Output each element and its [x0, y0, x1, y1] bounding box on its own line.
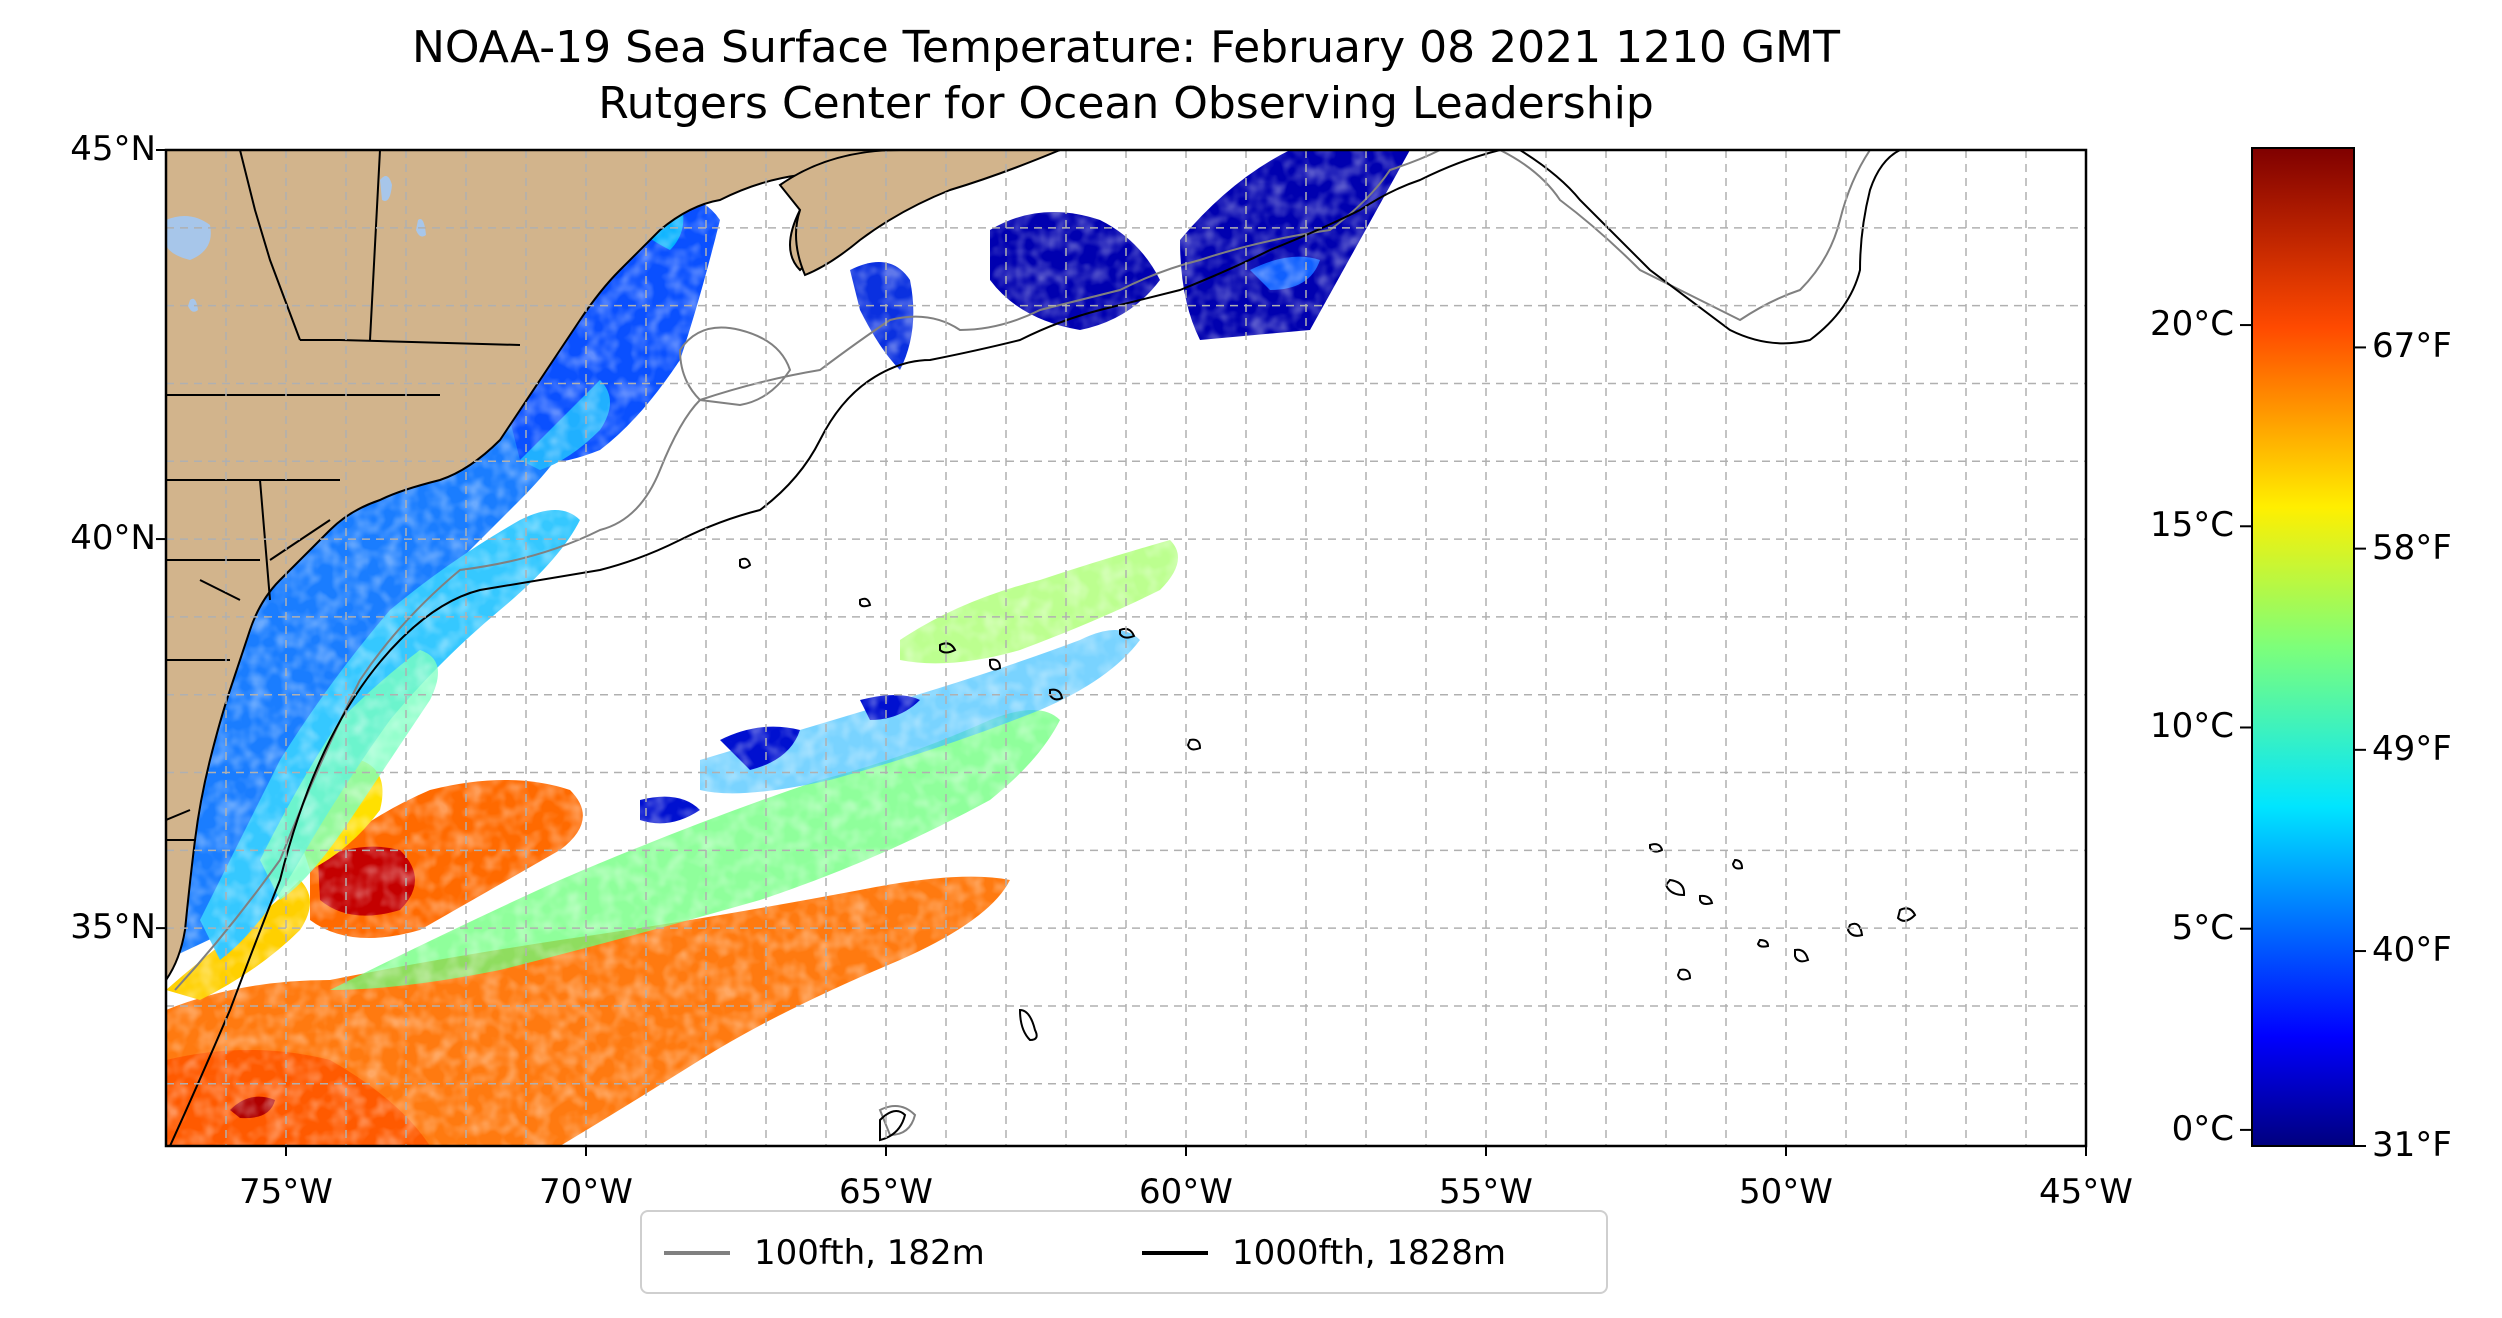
colorbar-gradient	[2251, 147, 2355, 1147]
legend-label-1000fth: 1000fth, 1828m	[1232, 1233, 1507, 1273]
lon-tick-label: 60°W	[1139, 1172, 1233, 1212]
legend-item-1000fth: 1000fth, 1828m	[1142, 1226, 1506, 1280]
map-subtitle: Rutgers Center for Ocean Observing Leade…	[598, 78, 1654, 129]
colorbar-celsius-label: 0°C	[2171, 1108, 2234, 1149]
legend-label-100fth: 100fth, 182m	[754, 1233, 985, 1273]
colorbar-fahrenheit-label: 49°F	[2372, 728, 2452, 769]
lon-tick-label: 65°W	[839, 1172, 933, 1212]
colorbar	[2240, 147, 2366, 1147]
land-layer	[166, 150, 1061, 982]
lat-tick-label: 35°N	[70, 907, 156, 948]
colorbar-ticks	[2240, 324, 2366, 1147]
colorbar-fahrenheit-label: 67°F	[2372, 326, 2452, 367]
lon-tick-label: 50°W	[1739, 1172, 1833, 1212]
lat-tick-label: 45°N	[70, 129, 156, 169]
colorbar-fahrenheit-label: 31°F	[2372, 1125, 2452, 1165]
lon-tick-label: 75°W	[239, 1172, 333, 1212]
isobath-1000fth	[169, 150, 1917, 1146]
lat-tick-label: 40°N	[70, 518, 156, 559]
legend: 100fth, 182m 1000fth, 1828m	[640, 1210, 1608, 1294]
map-title: NOAA-19 Sea Surface Temperature: Februar…	[412, 22, 1840, 73]
legend-swatch-1000fth	[1142, 1251, 1208, 1255]
lon-tick-label: 55°W	[1439, 1172, 1533, 1212]
lon-tick-label: 70°W	[539, 1172, 633, 1212]
colorbar-fahrenheit-label: 40°F	[2372, 930, 2452, 971]
colorbar-celsius-label: 15°C	[2149, 505, 2234, 546]
colorbar-celsius-label: 5°C	[2171, 907, 2234, 948]
legend-item-100fth: 100fth, 182m	[664, 1226, 985, 1280]
legend-swatch-100fth	[664, 1251, 730, 1255]
sst-data-layer	[166, 150, 2086, 1146]
colorbar-celsius-label: 20°C	[2149, 304, 2234, 345]
axis-ticks	[156, 149, 2087, 1156]
gridlines	[166, 150, 2086, 1146]
map-plot-area	[166, 150, 2086, 1146]
map-frame	[164, 148, 2088, 1148]
colorbar-celsius-label: 10°C	[2149, 706, 2234, 747]
isobath-100fth	[174, 150, 1871, 1137]
lon-tick-label: 45°W	[2039, 1172, 2133, 1212]
colorbar-fahrenheit-label: 58°F	[2372, 527, 2452, 568]
